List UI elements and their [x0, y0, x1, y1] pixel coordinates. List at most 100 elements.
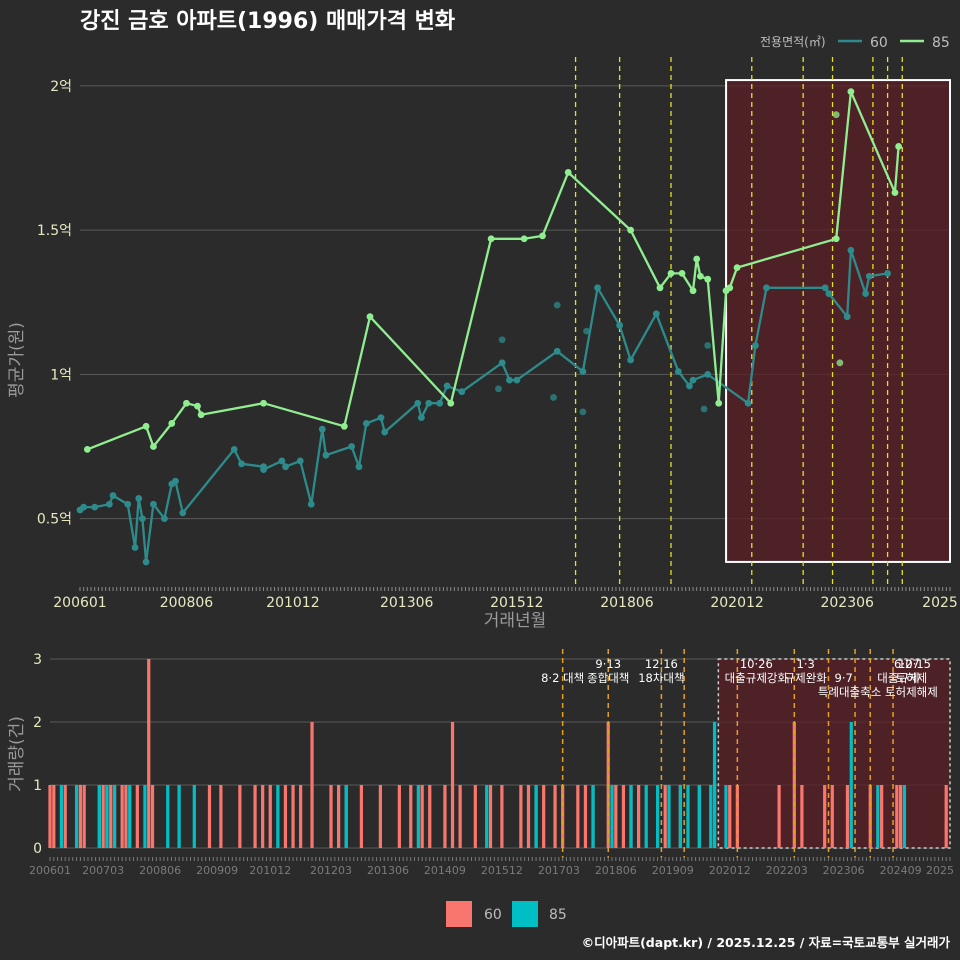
series-point-60-53 [825, 290, 833, 297]
series-point-60-11 [161, 515, 168, 523]
bar-60-65 [845, 785, 850, 848]
bar-60-4 [82, 785, 86, 848]
policy-annotation-2: 종합대책 [587, 671, 629, 685]
bottom-x-tick-label-12: 202012 [709, 864, 751, 877]
series-point-85-6 [197, 411, 205, 419]
series-point-60-34 [443, 382, 451, 390]
bar-60-25 [329, 785, 333, 848]
policy-annotation-14: 토허제 [895, 671, 927, 685]
bar-60-6 [101, 785, 105, 848]
bar-85-3 [105, 785, 109, 848]
bottom-x-tick-label-8: 201512 [481, 864, 523, 877]
bar-60-68 [895, 785, 899, 848]
bar-60-3 [78, 785, 82, 848]
bar-60-36 [458, 785, 462, 848]
top-y-tick-label-1: 1억 [50, 367, 72, 383]
series-point-60-6 [131, 544, 139, 551]
bar-60-66 [868, 785, 872, 848]
series-point-85-26 [733, 264, 741, 272]
bar-60-14 [150, 785, 155, 848]
bar-60-29 [378, 785, 382, 848]
series-point-60-16 [238, 460, 245, 468]
bar-60-64 [830, 785, 834, 848]
bar-60-63 [823, 785, 827, 848]
bar-85-12 [416, 785, 420, 848]
series-point-60-42 [616, 321, 624, 329]
bottom-x-tick-label-16: 2025 [926, 864, 954, 877]
series-point-85-21 [696, 272, 704, 280]
series-point-85-25 [726, 284, 734, 292]
chart-title: 강진 금호 아파트(1996) 매매가격 변화 [80, 9, 455, 34]
top-x-tick-label-3: 201306 [380, 595, 434, 611]
series-point-85-13 [539, 232, 546, 240]
series-point-60-43 [627, 356, 635, 364]
bottom-x-tick-label-14: 202306 [823, 864, 865, 877]
series-point-85-10 [447, 399, 455, 407]
bar-60-8 [109, 785, 113, 848]
series-point-60-52 [821, 284, 829, 292]
bar-60-31 [409, 785, 413, 848]
series-point-60-51 [763, 284, 770, 292]
bottom-x-tick-label-4: 201012 [249, 864, 291, 877]
series-point-85-17 [667, 269, 675, 277]
policy-annotation-10: 특례대출축소 토허제해제 [818, 685, 938, 699]
series-point-60-41 [594, 284, 601, 292]
bottom-y-tick-label-0: 0 [33, 841, 42, 857]
series-point-85-22 [704, 275, 712, 283]
price-line-panel: 0.5억 1억 1.5억 2억 200601 200806 201012 201306 2015… [37, 57, 958, 611]
series-point-60-19 [278, 457, 286, 465]
series-point-60-1 [80, 503, 88, 511]
policy-annotation-12: 10·15 [898, 657, 931, 671]
bar-60-1 [52, 785, 56, 848]
bar-85-9 [192, 785, 196, 848]
bar-60-46 [576, 785, 580, 848]
series-point-85-5 [194, 402, 201, 410]
policy-annotation-1: 9·13 [595, 657, 621, 671]
bar-60-23 [299, 785, 303, 848]
scatter-point-60-6 [704, 342, 712, 349]
series-point-85-27 [832, 235, 840, 243]
bar-85-24 [709, 785, 713, 848]
series-point-60-4 [109, 492, 117, 499]
top-x-tick-label-2: 201012 [266, 595, 319, 611]
bar-60-0 [48, 785, 52, 848]
bottom-y-tick-label-3: 3 [33, 652, 42, 668]
bar-85-11 [344, 785, 348, 848]
series-point-60-33 [436, 399, 444, 407]
bottom-x-tick-label-0: 200601 [29, 864, 71, 877]
bar-60-11 [124, 785, 128, 848]
top-x-tick-label-4: 201512 [490, 595, 543, 611]
policy-annotation-3: 12·16 [645, 657, 678, 671]
series-point-60-3 [105, 500, 113, 508]
series-point-60-13 [172, 477, 179, 485]
legend-box-85 [512, 901, 538, 927]
bar-60-18 [253, 785, 257, 848]
policy-annotation-8: 규제완화 [785, 671, 828, 685]
bar-60-47 [583, 785, 588, 848]
bar-85-2 [97, 785, 101, 848]
bar-60-44 [553, 785, 557, 848]
series-point-85-23 [715, 399, 723, 407]
bottom-y-tick-label-1: 1 [33, 778, 42, 794]
bar-85-26 [724, 785, 728, 848]
bar-85-27 [849, 722, 853, 848]
bottom-x-tick-label-1: 200703 [82, 864, 124, 877]
series-point-60-38 [513, 376, 521, 384]
series-point-60-49 [744, 399, 752, 407]
top-y-tick-label-2: 1.5억 [37, 223, 72, 239]
series-point-85-15 [627, 226, 635, 234]
series-point-60-7 [135, 495, 143, 502]
series-point-60-25 [348, 443, 356, 450]
bar-85-16 [610, 785, 614, 848]
series-point-60-57 [865, 272, 873, 280]
bar-60-32 [420, 785, 424, 848]
bar-85-19 [655, 785, 660, 848]
series-point-60-8 [139, 515, 146, 523]
legend-box-label-60: 60 [484, 907, 502, 923]
bottom-x-tick-label-15: 202409 [880, 864, 922, 877]
policy-annotation-13: 대출규제 [877, 671, 919, 685]
series-point-60-45 [674, 368, 682, 375]
series-point-60-29 [381, 428, 389, 436]
bar-60-67 [880, 785, 884, 848]
series-point-60-18 [260, 466, 267, 473]
